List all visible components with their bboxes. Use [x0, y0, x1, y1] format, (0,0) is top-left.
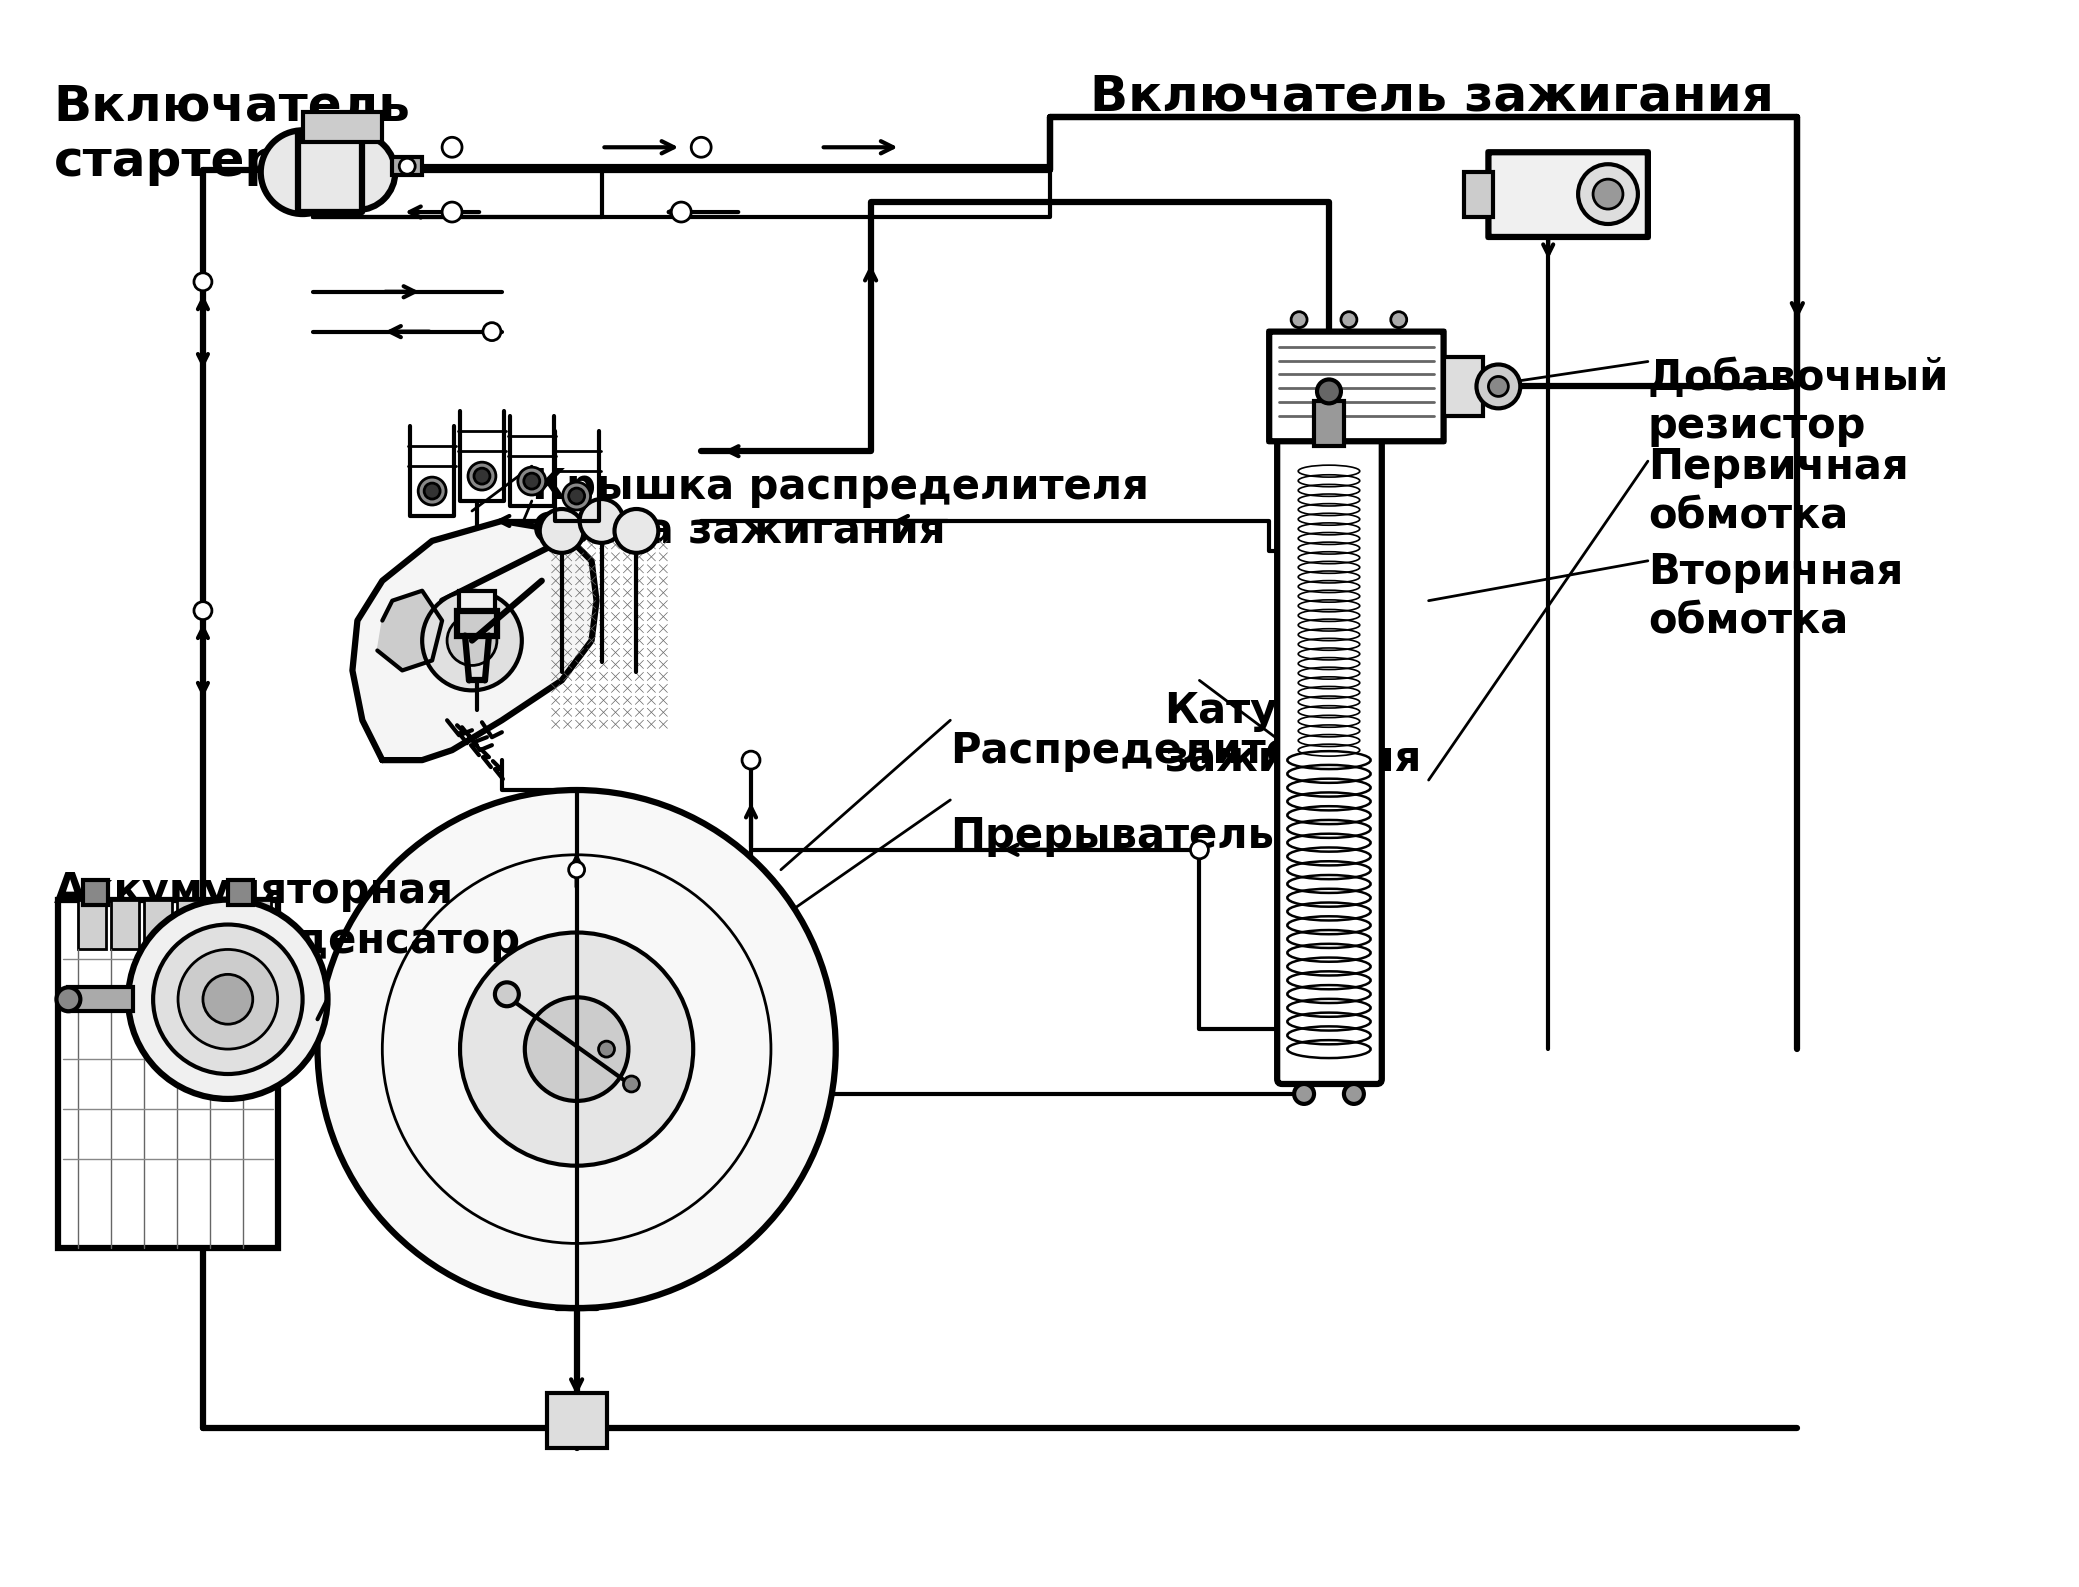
Circle shape	[459, 933, 692, 1166]
Circle shape	[318, 790, 836, 1308]
Circle shape	[690, 138, 711, 157]
Circle shape	[1191, 841, 1208, 859]
Circle shape	[524, 473, 541, 489]
Circle shape	[320, 135, 395, 209]
Circle shape	[443, 138, 462, 157]
Circle shape	[468, 462, 497, 490]
Circle shape	[570, 862, 584, 878]
Circle shape	[1293, 1084, 1314, 1105]
Circle shape	[624, 1076, 640, 1092]
Circle shape	[570, 489, 584, 505]
Text: Вторичная
обмотка: Вторичная обмотка	[1649, 551, 1902, 641]
Circle shape	[399, 159, 416, 175]
Text: Первичная
обмотка: Первичная обмотка	[1649, 446, 1909, 536]
Circle shape	[1578, 163, 1638, 224]
Circle shape	[482, 322, 501, 341]
Text: Распределитель: Распределитель	[950, 730, 1351, 773]
Circle shape	[563, 482, 590, 509]
Text: Аккумуляторная
батарея: Аккумуляторная батарея	[54, 870, 453, 960]
Circle shape	[129, 900, 328, 1098]
Circle shape	[580, 498, 624, 543]
Circle shape	[672, 202, 690, 222]
Circle shape	[154, 925, 304, 1074]
Bar	[547, 1393, 607, 1447]
Text: Свеча зажигания: Свеча зажигания	[532, 511, 946, 552]
Bar	[69, 987, 133, 1011]
Circle shape	[1291, 311, 1308, 327]
Circle shape	[474, 468, 491, 484]
Text: Конденсатор: Конденсатор	[204, 919, 520, 962]
Circle shape	[193, 601, 212, 619]
Circle shape	[447, 616, 497, 665]
Bar	[229, 879, 254, 905]
Bar	[393, 157, 422, 175]
Circle shape	[422, 590, 522, 690]
Bar	[58, 900, 279, 1249]
Bar	[177, 900, 206, 949]
Circle shape	[56, 987, 81, 1011]
Text: Катушка
зажигания: Катушка зажигания	[1164, 690, 1422, 781]
Circle shape	[204, 974, 254, 1024]
Polygon shape	[376, 590, 443, 670]
Bar	[112, 900, 139, 949]
Bar	[1443, 357, 1484, 416]
Bar	[1314, 402, 1343, 446]
Circle shape	[599, 1041, 615, 1057]
Circle shape	[495, 982, 520, 1006]
Bar	[304, 113, 383, 143]
Bar	[210, 900, 237, 949]
Text: Включатель
стартера: Включатель стартера	[54, 83, 410, 186]
Circle shape	[518, 467, 545, 495]
Circle shape	[1489, 376, 1509, 397]
Circle shape	[1476, 365, 1520, 408]
Text: Прерыватель: Прерыватель	[950, 816, 1274, 857]
Circle shape	[524, 997, 628, 1101]
Circle shape	[443, 202, 462, 222]
Text: Включатель зажигания: Включатель зажигания	[1089, 73, 1773, 121]
FancyBboxPatch shape	[1277, 436, 1383, 1084]
Bar	[457, 611, 497, 635]
Bar	[83, 879, 108, 905]
Circle shape	[1343, 1084, 1364, 1105]
FancyBboxPatch shape	[1489, 152, 1649, 236]
Bar	[459, 590, 495, 646]
Circle shape	[424, 482, 441, 498]
Polygon shape	[353, 521, 597, 760]
Circle shape	[260, 130, 345, 214]
Bar	[1464, 171, 1493, 217]
Circle shape	[742, 751, 761, 770]
Text: Крышка распределителя: Крышка распределителя	[532, 467, 1150, 508]
Bar	[243, 900, 270, 949]
Circle shape	[1593, 179, 1624, 209]
Circle shape	[615, 509, 659, 552]
Circle shape	[179, 949, 279, 1049]
Bar	[79, 900, 106, 949]
Circle shape	[1316, 379, 1341, 403]
Circle shape	[541, 509, 584, 552]
Bar	[297, 132, 362, 213]
Bar	[143, 900, 173, 949]
Text: Добавочный
резистор: Добавочный резистор	[1649, 357, 1950, 448]
Circle shape	[418, 478, 447, 505]
Circle shape	[1341, 311, 1358, 327]
FancyBboxPatch shape	[1268, 332, 1443, 441]
Circle shape	[1391, 311, 1407, 327]
Circle shape	[193, 273, 212, 290]
